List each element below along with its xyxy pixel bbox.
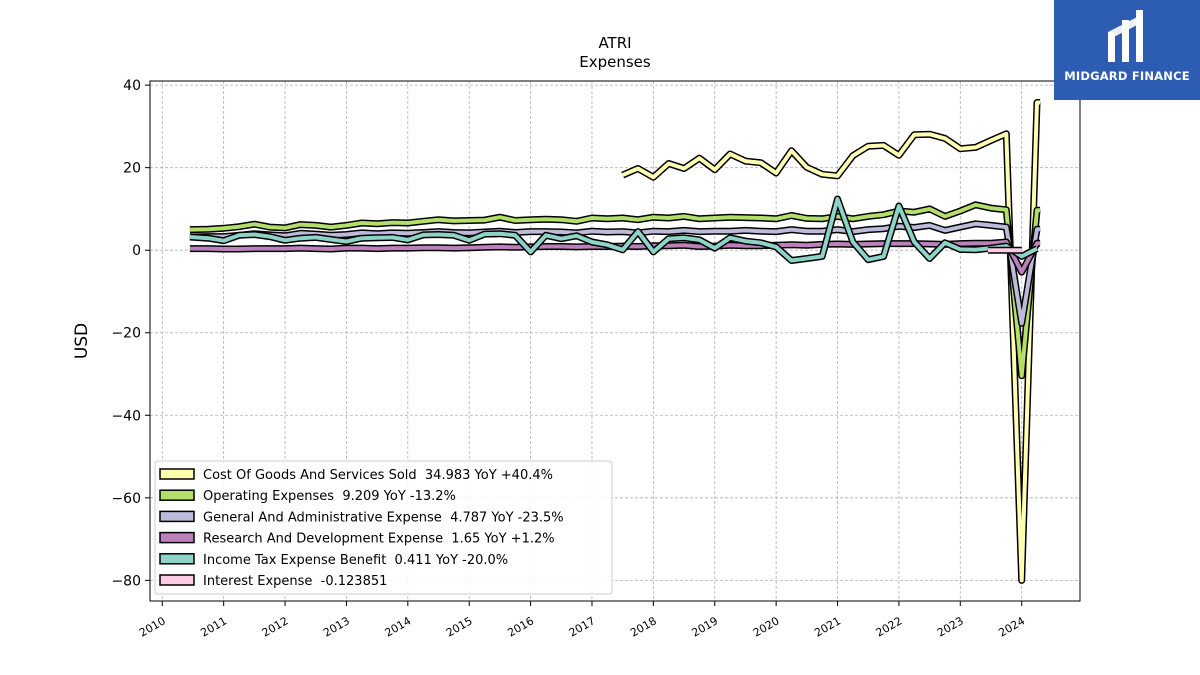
y-tick-label: −20 <box>111 326 141 342</box>
brand-name: MIDGARD FINANCE <box>1064 69 1190 83</box>
y-tick-label: 0 <box>132 243 141 259</box>
legend-label: General And Administrative Expense 4.787… <box>203 510 564 525</box>
x-tick-label: 2022 <box>874 614 905 639</box>
y-tick-label: 40 <box>123 78 141 94</box>
legend-label: Interest Expense -0.123851 <box>203 574 387 589</box>
legend-swatch <box>159 468 195 480</box>
legend-swatch <box>159 553 195 565</box>
chart-title: ATRI <box>598 34 631 52</box>
series-line <box>189 197 1038 263</box>
y-tick-label: −40 <box>111 408 141 424</box>
y-tick-label: 20 <box>123 161 141 177</box>
legend-label: Operating Expenses 9.209 YoY -13.2% <box>203 489 456 504</box>
chart-subtitle: Expenses <box>579 53 651 71</box>
series-0 <box>621 99 1041 584</box>
brand-logo: MIDGARD FINANCE <box>1054 0 1200 100</box>
y-axis-label: USD <box>72 323 92 359</box>
legend-swatch <box>159 531 195 544</box>
legend-label: Research And Development Expense 1.65 Yo… <box>203 532 555 547</box>
y-axis-ticks: 40 20 0 −20 −40 −60 −80 <box>111 78 150 589</box>
x-tick-label: 2011 <box>198 614 229 639</box>
x-tick-label: 2014 <box>383 614 414 639</box>
legend-label: Cost Of Goods And Services Sold 34.983 Y… <box>203 468 553 483</box>
x-tick-label: 2023 <box>935 614 966 639</box>
brand-mark-icon <box>1108 10 1143 62</box>
x-tick-label: 2019 <box>690 614 721 639</box>
series-1 <box>189 201 1041 380</box>
series-line <box>189 202 1041 378</box>
x-tick-label: 2015 <box>444 614 475 639</box>
x-tick-label: 2012 <box>260 614 291 639</box>
x-tick-label: 2010 <box>137 614 168 639</box>
x-axis-ticks: 2010 2011 2012 2013 2014 2015 2016 2017 2018 2019… <box>137 601 1027 640</box>
legend-frame <box>154 460 613 595</box>
x-tick-label: 2017 <box>567 614 598 639</box>
series-4 <box>189 195 1039 264</box>
x-tick-label: 2020 <box>751 614 782 639</box>
legend-swatch <box>159 510 195 523</box>
legend: Cost Of Goods And Services Sold 34.983 Y… <box>154 460 613 595</box>
series-line <box>621 100 1041 583</box>
legend-swatch <box>159 489 195 501</box>
legend-label: Income Tax Expense Benefit 0.411 YoY -20… <box>203 553 508 568</box>
x-tick-label: 2021 <box>812 614 843 639</box>
y-tick-label: −60 <box>111 491 141 507</box>
x-tick-label: 2016 <box>505 614 536 639</box>
legend-swatch <box>159 574 195 586</box>
x-tick-label: 2018 <box>628 614 659 639</box>
x-tick-label: 2024 <box>996 614 1027 639</box>
y-tick-label: −80 <box>111 573 141 589</box>
x-tick-label: 2013 <box>321 614 352 639</box>
plot-frame <box>149 80 1081 602</box>
series-layer <box>189 99 1041 584</box>
